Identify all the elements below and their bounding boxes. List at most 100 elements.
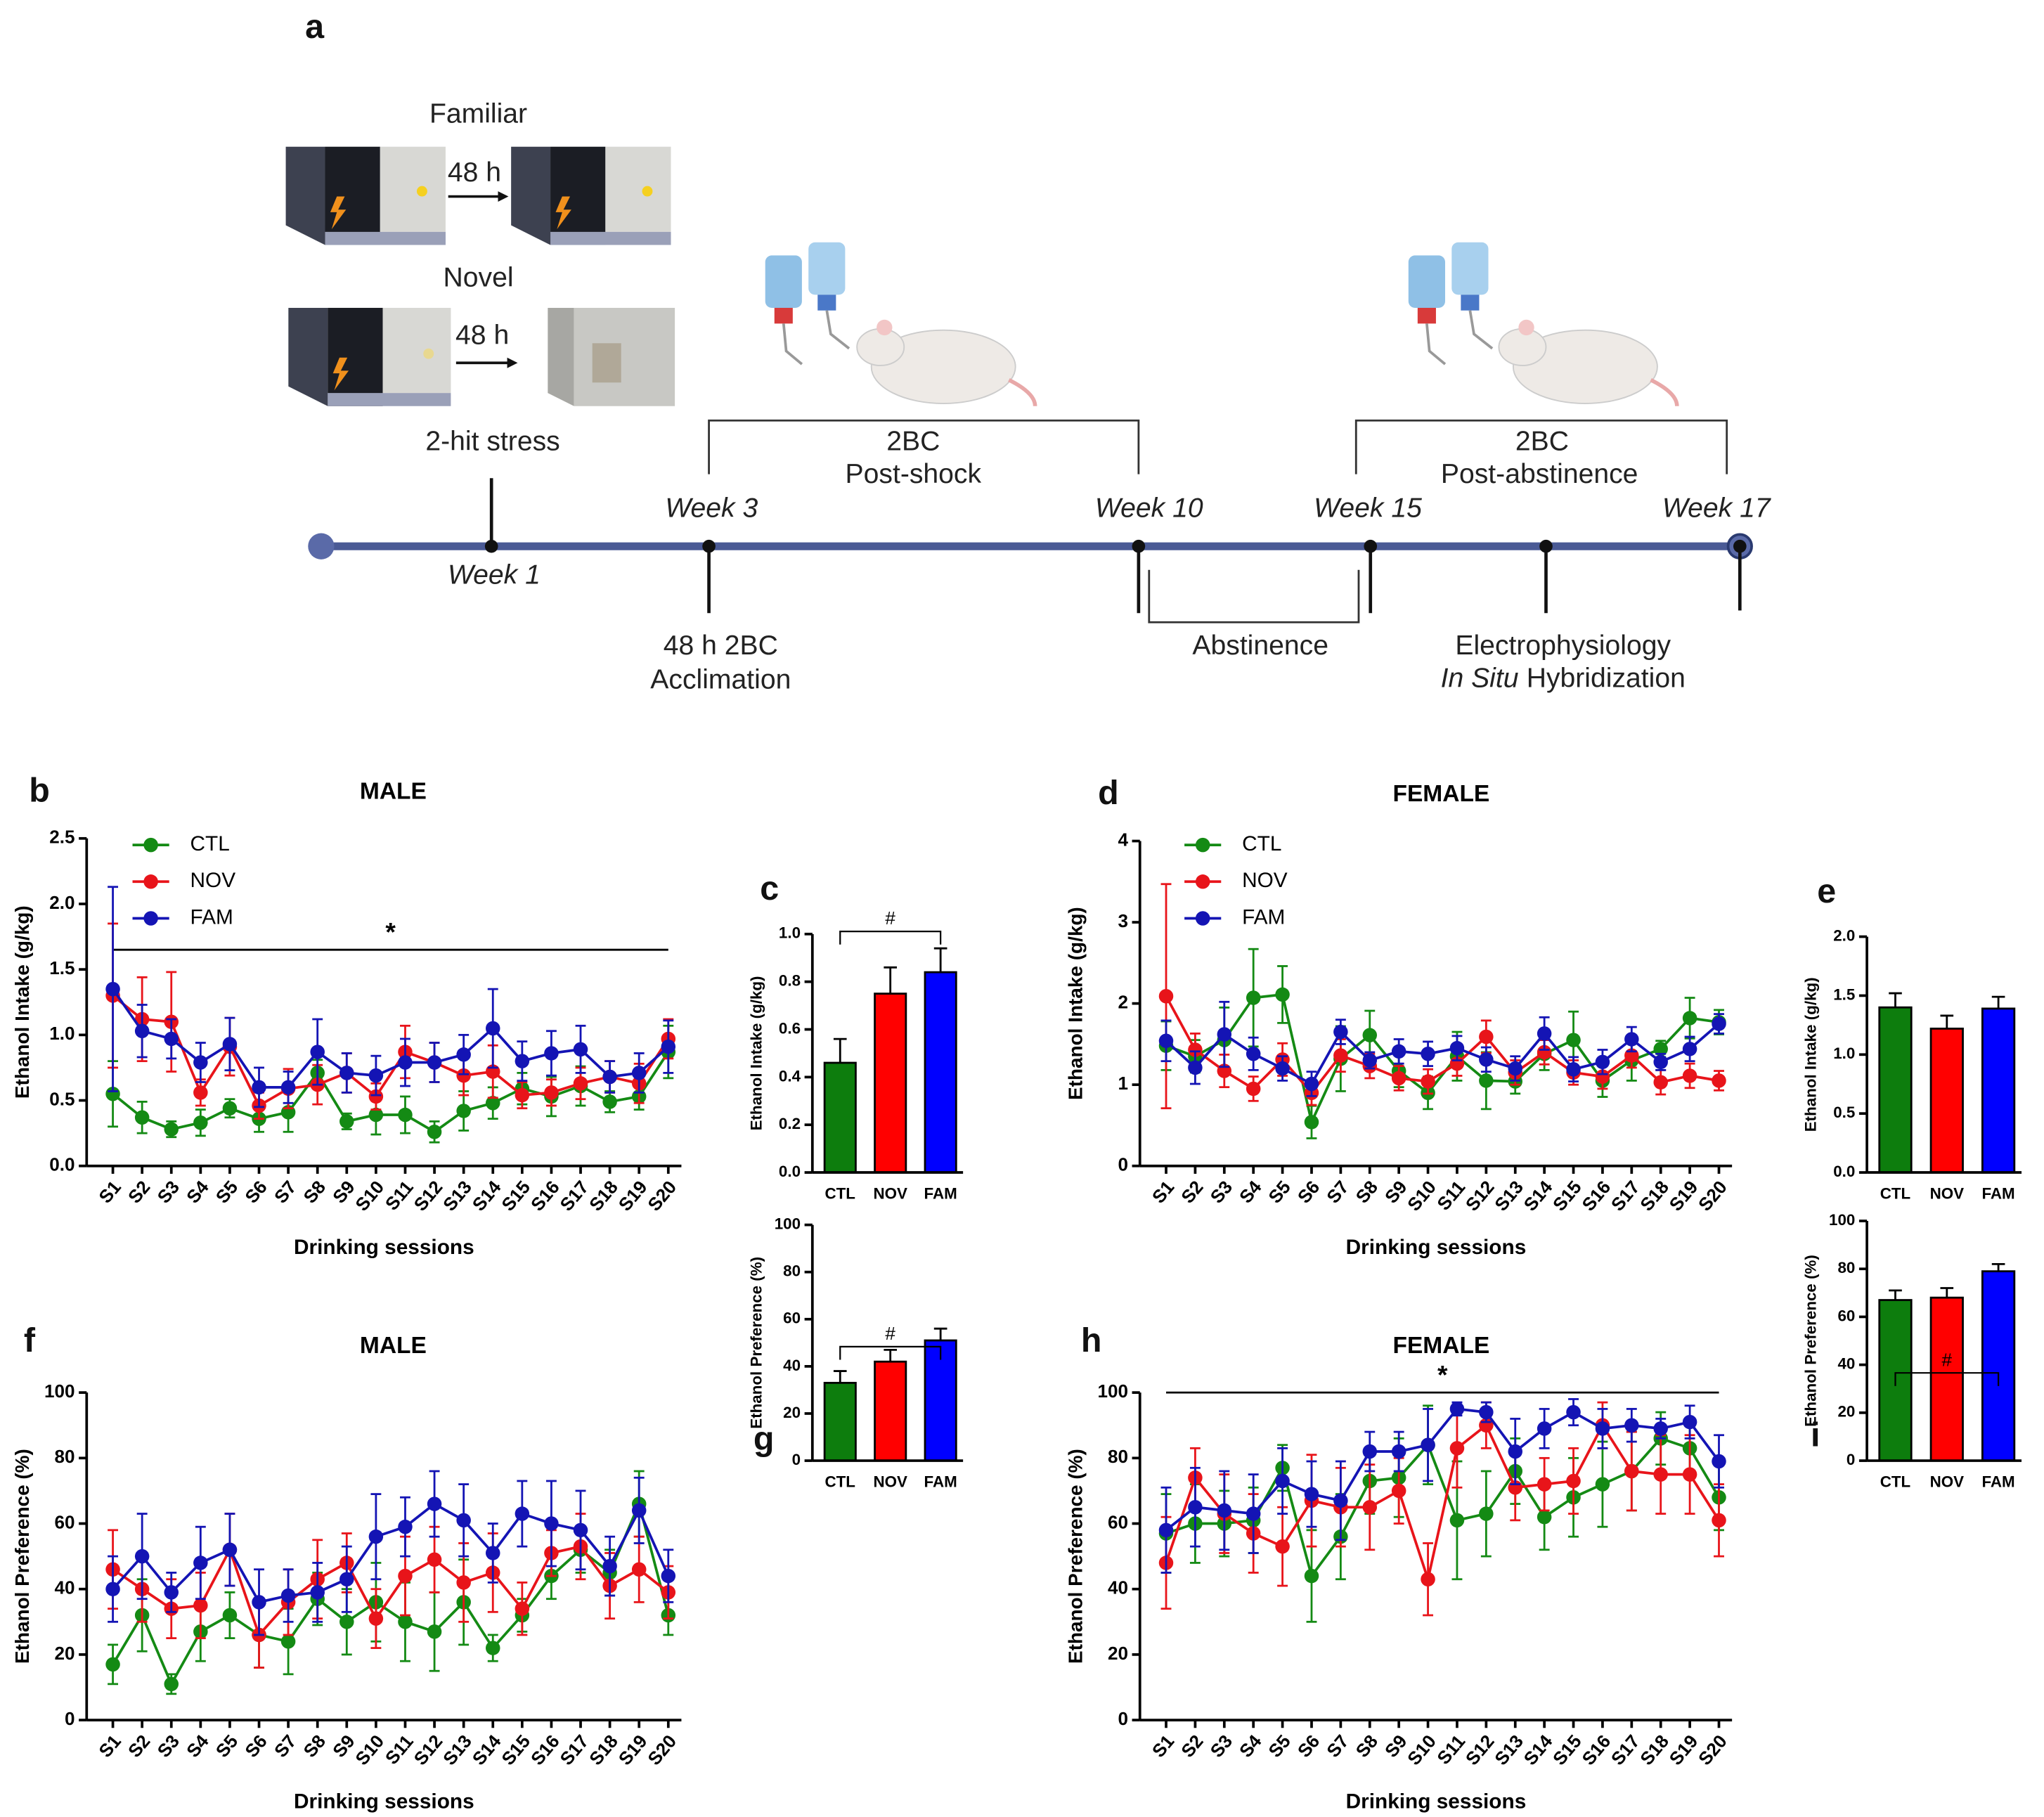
point	[398, 1107, 413, 1123]
point	[573, 1042, 588, 1057]
bottles-mouse-2	[1408, 242, 1679, 407]
brackets	[708, 419, 1728, 623]
point	[1479, 1506, 1494, 1521]
point	[252, 1080, 266, 1095]
x-tick-label: S1	[1148, 1731, 1178, 1761]
y-tick-label: 0	[1118, 1708, 1128, 1729]
point	[1624, 1418, 1639, 1433]
point	[1275, 1061, 1290, 1076]
point	[1682, 1011, 1697, 1026]
point	[164, 1122, 179, 1137]
x-tick-label: S1	[1148, 1177, 1178, 1208]
point	[427, 1496, 442, 1511]
point	[1712, 1073, 1726, 1088]
x-tick-label: S6	[1293, 1177, 1324, 1208]
chart-title: FEMALE	[1392, 781, 1489, 807]
point	[1362, 1053, 1378, 1068]
point	[1537, 1477, 1552, 1492]
point	[339, 1114, 354, 1129]
x-tick-label: S17	[1607, 1177, 1644, 1215]
x-tick-label: S3	[1206, 1731, 1236, 1761]
point	[368, 1089, 384, 1104]
point	[280, 1588, 296, 1603]
legend-label: NOV	[190, 869, 236, 892]
point	[193, 1598, 208, 1613]
x-tick-label: FAM	[1982, 1473, 2015, 1491]
y-tick-label: 1.0	[49, 1023, 75, 1044]
point	[398, 1568, 413, 1584]
panel-a: a Familiar 48 h Novel	[285, 8, 1771, 694]
chart-title: FEMALE	[1392, 1333, 1489, 1359]
point	[1304, 1487, 1319, 1501]
point	[164, 1585, 179, 1600]
point	[1391, 1071, 1406, 1086]
x-tick-label: S15	[497, 1177, 534, 1215]
x-tick-label: S18	[1636, 1177, 1673, 1215]
legend-label: FAM	[1242, 905, 1285, 929]
point	[427, 1552, 442, 1567]
x-tick-label: CTL	[825, 1185, 855, 1203]
x-axis-label: Drinking sessions	[1346, 1790, 1527, 1813]
point	[222, 1101, 238, 1116]
x-tick-label: S18	[585, 1731, 622, 1769]
point	[1333, 1024, 1348, 1040]
point	[544, 1516, 559, 1531]
y-axis-label: Ethanol Preference (%)	[747, 1257, 765, 1429]
point	[368, 1611, 384, 1626]
point	[1653, 1421, 1668, 1436]
point	[339, 1066, 354, 1080]
panel-letter: c	[760, 869, 779, 907]
bar	[874, 992, 907, 1174]
x-tick-label: S2	[1177, 1177, 1207, 1208]
point	[1682, 1414, 1697, 1430]
point	[1712, 1016, 1726, 1031]
point	[485, 1641, 500, 1655]
arrow-head	[507, 357, 518, 368]
y-tick-label: 60	[783, 1310, 801, 1327]
y-tick-label: 100	[44, 1380, 75, 1402]
y-tick-label: 0	[1118, 1154, 1128, 1175]
point	[485, 1096, 500, 1111]
x-tick-label: S8	[1352, 1177, 1382, 1208]
y-tick-label: 0	[1846, 1451, 1855, 1468]
x-tick-label: S13	[1490, 1731, 1527, 1769]
point	[398, 1615, 413, 1629]
x-tick-label: S6	[1293, 1731, 1324, 1761]
annotation-bracket	[839, 930, 942, 945]
annotation: #	[885, 907, 895, 929]
series-line	[1165, 1437, 1721, 1579]
point	[1246, 990, 1261, 1005]
y-tick-label: 80	[1108, 1446, 1128, 1467]
y-tick-label: 1	[1118, 1073, 1128, 1094]
point	[1508, 1061, 1522, 1076]
point	[310, 1045, 325, 1059]
x-tick-label: S7	[270, 1177, 300, 1208]
point	[1362, 1499, 1378, 1515]
point	[573, 1522, 588, 1538]
y-tick-label: 100	[1097, 1380, 1128, 1402]
label: Hybridization	[1527, 664, 1686, 694]
x-tick-label: S10	[351, 1731, 388, 1769]
legend-marker	[1195, 874, 1210, 889]
x-tick-label: S18	[1636, 1731, 1673, 1769]
cage-familiar-1	[285, 146, 446, 245]
point	[515, 1601, 530, 1616]
y-tick-label: 40	[55, 1577, 75, 1598]
point	[1653, 1054, 1668, 1070]
y-tick-label: 60	[1837, 1307, 1855, 1324]
point	[544, 1046, 559, 1061]
point	[1362, 1444, 1378, 1459]
x-tick-label: S10	[1403, 1731, 1440, 1769]
point	[1682, 1467, 1697, 1482]
y-tick-label: 0	[65, 1708, 75, 1729]
point	[661, 1039, 676, 1054]
chart-title: MALE	[360, 1333, 427, 1359]
week-label: Week 17	[1662, 493, 1771, 523]
y-tick-label: 20	[55, 1643, 75, 1664]
point	[1158, 1033, 1174, 1049]
x-tick-label: S13	[439, 1731, 476, 1769]
x-tick-label: FAM	[1982, 1185, 2015, 1203]
bar	[1878, 1006, 1913, 1174]
y-tick-label: 0.0	[779, 1163, 801, 1180]
